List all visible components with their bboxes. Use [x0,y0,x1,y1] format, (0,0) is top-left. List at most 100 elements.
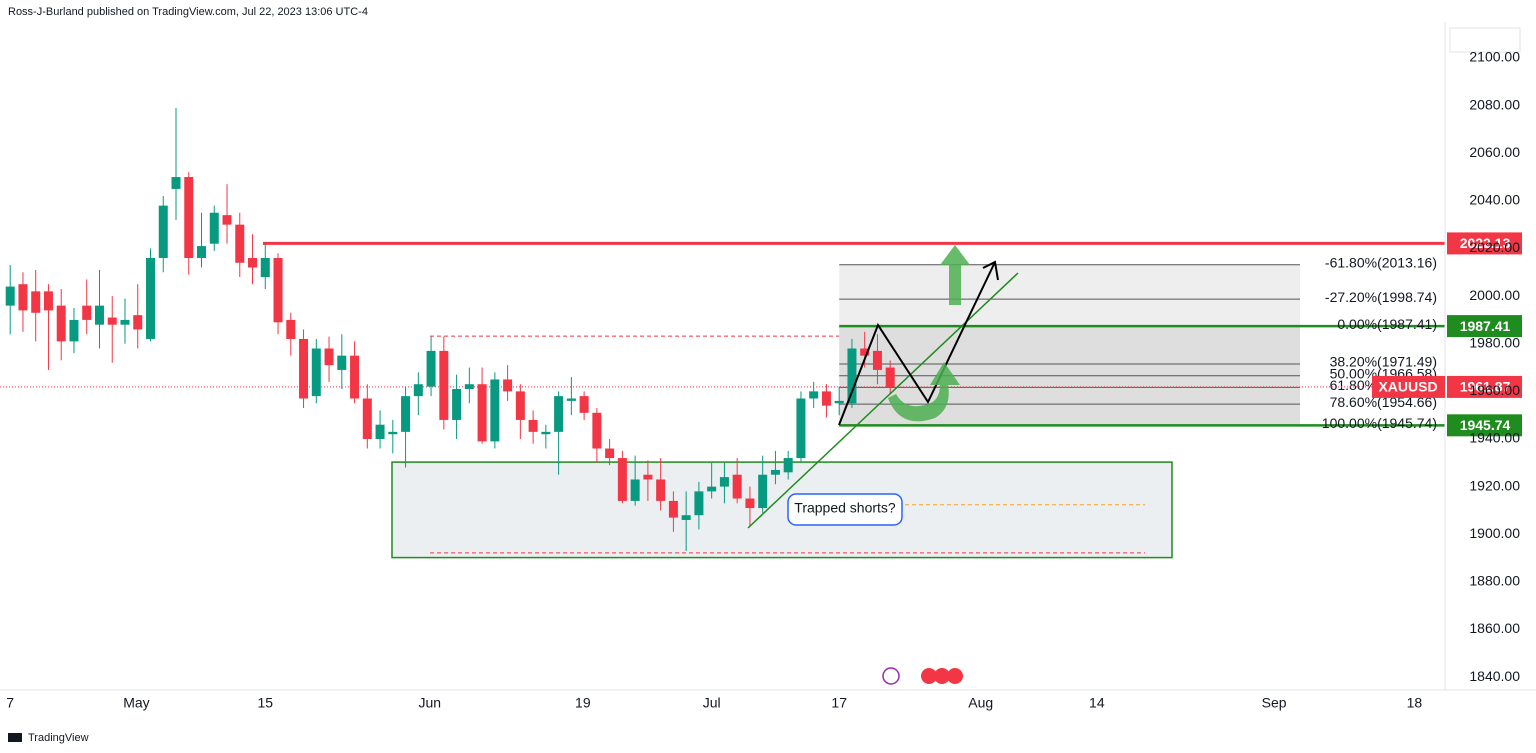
y-tick-label: 1940.00 [1469,430,1520,446]
candle-body [579,396,589,413]
candle-body [388,431,398,435]
candle-body [350,355,360,399]
candle-body [337,355,347,370]
x-tick-label: 19 [575,695,591,711]
candle-body [490,379,500,442]
price-tags: 2022.13 1987.41 1945.74 XAUUSD 1961.87 [1372,232,1522,437]
candle-body [745,498,755,509]
candle-body [248,258,258,268]
candle-body [809,391,819,399]
candle-body [821,391,831,406]
y-tick-label: 1980.00 [1469,334,1520,350]
candle-body [464,384,474,389]
candle-body [197,246,207,259]
x-tick-label: Sep [1262,695,1287,711]
candle-body [145,258,155,339]
candle-body [834,400,844,404]
candle-body [18,284,28,311]
candle-body [158,205,168,259]
candle-body [69,319,79,342]
candle-body [847,348,857,404]
footer: TradingView [28,732,89,744]
candle-body [719,477,729,487]
candle-body [362,398,372,439]
candle-body [5,286,15,306]
candle-body [273,258,283,323]
y-tick-label: 1880.00 [1469,573,1520,589]
candle-body [120,319,130,325]
candle-body [56,305,66,342]
symbol-label: XAUUSD [1378,379,1437,395]
candle-body [605,448,615,459]
candle-body [707,486,717,492]
zigzag-path [838,261,996,426]
event-icon [947,668,963,684]
candle-body [541,431,551,435]
candle-body [770,469,780,475]
candle-body [375,424,385,439]
candle-body [107,317,117,325]
y-tick-label: 1960.00 [1469,382,1520,398]
candle-body [758,474,768,509]
price-tag [1447,414,1522,437]
fib-label: 38.20%(1971.49) [1330,354,1437,370]
x-tick-label: May [123,695,149,711]
candle-body [503,379,513,392]
candle-body [209,212,219,244]
y-tick-label: 2100.00 [1469,49,1520,65]
price-tag [1447,315,1522,338]
y-tick-label: 1920.00 [1469,477,1520,493]
fib-label: -27.20%(1998.74) [1325,289,1437,305]
candle-body [656,479,666,501]
candle-body [286,319,296,339]
y-tick-label: 2000.00 [1469,287,1520,303]
candle-body [515,391,525,420]
trendline [747,272,1019,529]
candle-body [133,315,143,330]
x-tick-label: Jul [703,695,721,711]
zone [391,461,1173,559]
drawings-under: -61.80%(2013.16) -27.20%(1998.74) 0.00%(19… [0,241,1445,559]
candle-body [566,398,576,401]
y-tick-label: 2060.00 [1469,144,1520,160]
candle-body [872,350,882,370]
x-tick-label: 7 [6,695,14,711]
logo [8,733,22,742]
axis-button[interactable] [1449,27,1521,53]
callout-box [787,493,903,526]
candle-body [643,474,653,480]
candle-body [452,388,462,420]
candle-body [554,396,564,432]
x-tick-label: 17 [831,695,847,711]
fib-label: 100.00%(1945.74) [1322,415,1437,431]
fib-label: 0.00%(1987.41) [1337,316,1437,332]
curved-arrow [888,362,960,422]
candle-body [413,384,423,397]
symbol-tag [1372,375,1445,398]
candle-body [783,458,793,473]
candles [5,107,895,551]
candle-body [222,215,232,225]
candle-body [171,177,181,189]
candle-body [668,500,678,518]
x-tick-label: 18 [1407,695,1423,711]
up-arrow [940,245,970,305]
candle-body [184,177,194,259]
candle-body [311,348,321,397]
drawings: Trapped shorts? [747,245,1019,685]
candle-body [732,474,742,499]
y-tick-label: 1900.00 [1469,525,1520,541]
event-icon [921,668,937,684]
y-tick-label: 2080.00 [1469,96,1520,112]
arrow-head [982,260,999,281]
candle-body [94,305,104,325]
candle-body [617,458,627,501]
candle-body [439,350,449,420]
x-tick-label: Aug [968,695,993,711]
candle-body [477,384,487,442]
candle-body [31,291,41,313]
x-tick-label: Jun [419,695,442,711]
price-tag-label: 1945.74 [1460,417,1511,433]
candle-body [401,396,411,432]
